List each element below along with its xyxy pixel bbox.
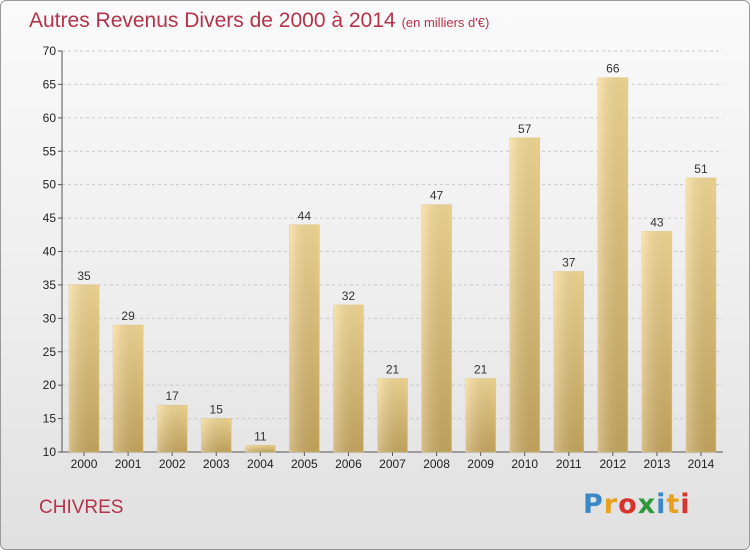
chart-subtitle: (en milliers d'€) <box>401 15 490 30</box>
bar-shade <box>69 284 100 452</box>
bar-value-label: 17 <box>165 389 179 403</box>
proxiti-logo[interactable]: Proxiti <box>583 489 691 520</box>
x-tick-label: 2012 <box>599 457 626 471</box>
chart-title: Autres Revenus Divers de 2000 à 2014 (en … <box>29 9 489 33</box>
bar-value-label: 15 <box>210 403 224 417</box>
y-tick-label: 20 <box>43 378 57 392</box>
bar-shade <box>421 204 452 452</box>
y-tick-label: 65 <box>43 77 57 91</box>
logo-letter: o <box>618 489 638 520</box>
x-tick-label: 2005 <box>291 457 318 471</box>
y-tick-label: 10 <box>43 445 57 459</box>
bar-shade <box>333 304 364 452</box>
bars: 35 29 17 15 11 44 32 21 47 21 57 37 66 43 51 <box>68 62 717 453</box>
bar-value-label: 47 <box>430 189 444 203</box>
chart-title-text: Autres Revenus Divers de 2000 à 2014 <box>29 9 396 32</box>
y-tick-label: 55 <box>43 144 57 158</box>
bar-value-label: 21 <box>474 362 488 376</box>
y-tick-label: 35 <box>43 278 57 292</box>
x-tick-label: 2013 <box>644 457 671 471</box>
bar-shade <box>157 405 188 452</box>
x-tick-label: 2014 <box>688 457 715 471</box>
logo-letter: t <box>666 489 681 520</box>
bar-shade <box>553 271 584 452</box>
y-tick-label: 25 <box>43 345 57 359</box>
y-tick-label: 45 <box>43 211 57 225</box>
bar-shade <box>289 224 320 452</box>
town-name: CHIVRES <box>39 497 124 518</box>
bar-value-label: 51 <box>694 162 708 176</box>
x-tick-label: 2009 <box>467 457 494 471</box>
x-tick-label: 2004 <box>247 457 274 471</box>
bar-value-label: 44 <box>298 209 312 223</box>
logo-letter: P <box>583 489 604 520</box>
y-tick-label: 40 <box>43 245 57 259</box>
x-tick-label: 2010 <box>511 457 538 471</box>
bar-value-label: 43 <box>650 215 664 229</box>
bar-shade <box>245 445 276 452</box>
y-tick-label: 70 <box>43 44 57 58</box>
y-tick-label: 30 <box>43 311 57 325</box>
x-tick-label: 2008 <box>423 457 450 471</box>
bar-shade <box>201 418 232 452</box>
bar-value-label: 21 <box>386 362 400 376</box>
bar-value-label: 66 <box>606 62 620 76</box>
x-tick-label: 2007 <box>379 457 406 471</box>
logo-letter: x <box>637 489 657 520</box>
x-tick-label: 2003 <box>203 457 230 471</box>
bar-shade <box>597 77 628 452</box>
y-tick-label: 50 <box>43 178 57 192</box>
bar-value-label: 29 <box>121 309 135 323</box>
axes: 10 15 20 25 30 35 40 45 50 55 60 65 70 2000 2001 2002 20… <box>43 44 723 471</box>
bar-shade <box>113 325 144 452</box>
bar-value-label: 35 <box>77 269 91 283</box>
logo-letter: r <box>603 489 619 520</box>
x-tick-label: 2001 <box>115 457 142 471</box>
bar-shade <box>465 378 496 452</box>
bar-value-label: 32 <box>342 289 356 303</box>
bar-shade <box>685 177 716 452</box>
bar-value-label: 37 <box>562 256 576 270</box>
bar-value-label: 11 <box>254 429 267 443</box>
x-tick-label: 2011 <box>556 457 582 471</box>
bar-shade <box>509 137 540 452</box>
x-tick-label: 2006 <box>335 457 362 471</box>
y-tick-label: 15 <box>43 412 57 426</box>
y-tick-label: 60 <box>43 111 57 125</box>
x-tick-label: 2000 <box>71 457 98 471</box>
bar-value-label: 57 <box>518 122 532 136</box>
x-tick-label: 2002 <box>159 457 186 471</box>
bar-shade <box>641 231 672 452</box>
logo-letter: i <box>680 489 691 520</box>
bar-shade <box>377 378 408 452</box>
logo-letter: i <box>656 489 667 520</box>
